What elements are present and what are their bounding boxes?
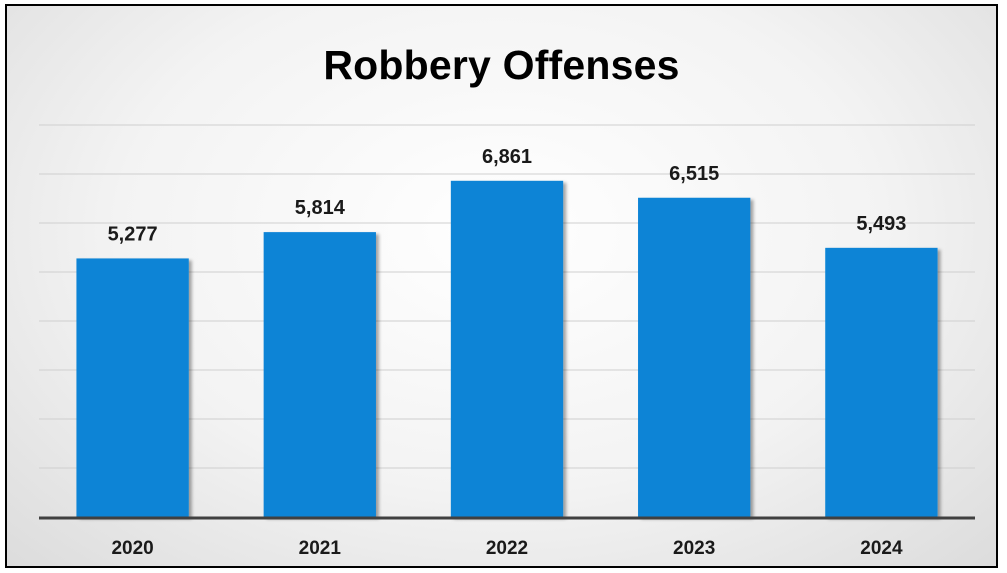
x-tick-label: 2024	[860, 538, 903, 559]
bar-2024	[825, 247, 938, 517]
bar-2023	[638, 197, 751, 517]
chart-frame: Robbery Offenses 5,277 5,814 6,861 6,515 5,4…	[5, 4, 998, 568]
bar-2020	[76, 258, 189, 517]
x-tick-label: 2022	[486, 538, 528, 559]
x-tick-label: 2021	[299, 538, 342, 559]
x-tick-label: 2023	[673, 538, 715, 559]
bar-value-label: 5,277	[108, 223, 158, 245]
bar-value-label: 5,493	[856, 213, 906, 235]
bar-value-labels: 5,277 5,814 6,861 6,515 5,493	[108, 146, 907, 246]
bar-value-label: 6,861	[482, 146, 532, 168]
bar-value-label: 5,814	[295, 197, 346, 219]
x-axis-tick-labels: 2020 2021 2022 2023 2024	[111, 538, 903, 559]
bar-2022	[450, 180, 564, 517]
chart-title: Robbery Offenses	[323, 42, 680, 88]
x-tick-label: 2020	[111, 538, 153, 559]
bar-2021	[263, 232, 376, 517]
bar-value-label: 6,515	[669, 163, 719, 185]
bars	[76, 180, 938, 517]
